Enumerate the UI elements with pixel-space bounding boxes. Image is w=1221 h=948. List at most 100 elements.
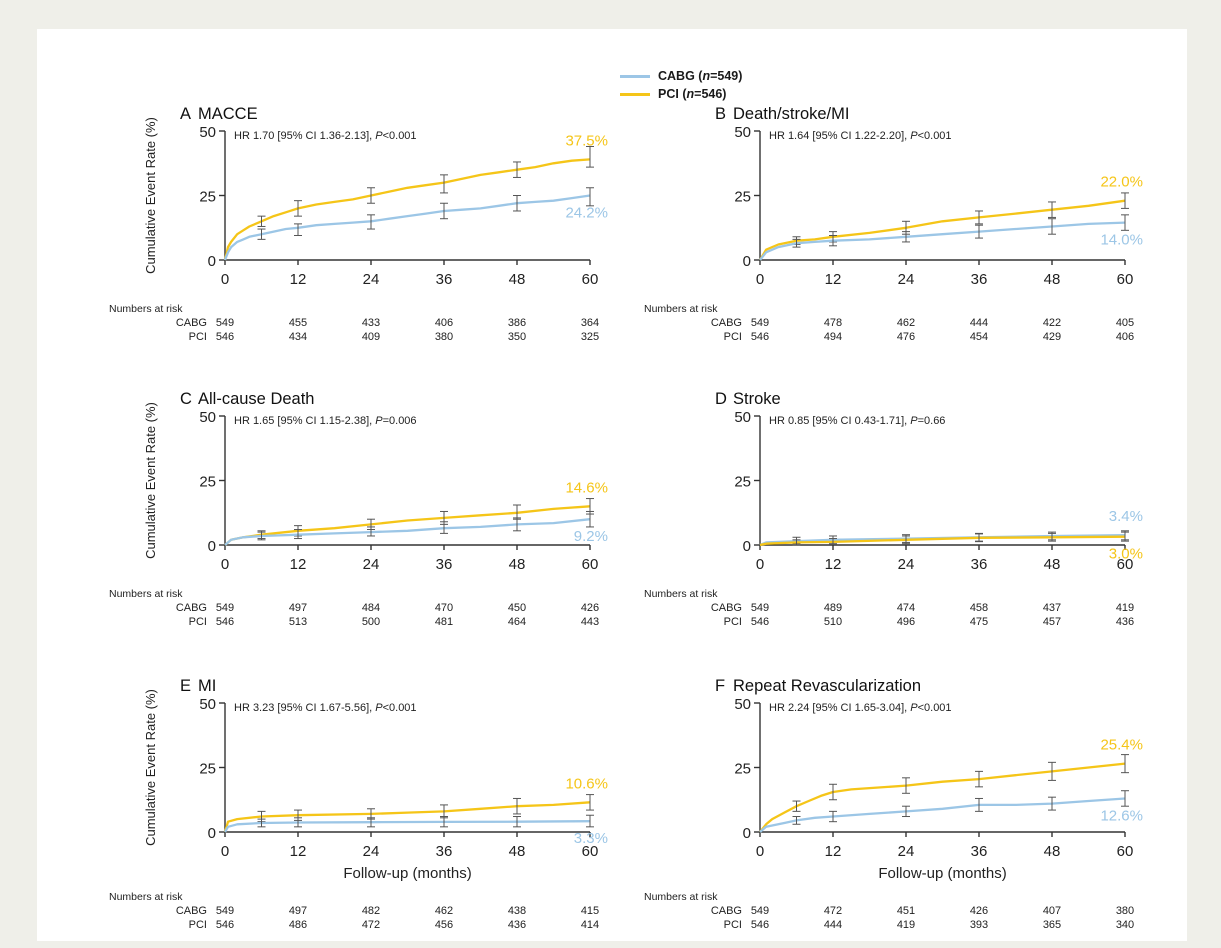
risk-value-cabg: 426 <box>970 905 988 917</box>
series-line-pci <box>759 199 1126 261</box>
x-tick-label: 12 <box>825 271 842 288</box>
y-tick-label: 25 <box>199 474 216 491</box>
y-tick-label: 0 <box>208 253 216 270</box>
x-tick-label: 24 <box>363 843 380 860</box>
series-line-pci <box>223 158 591 261</box>
panel-letter-a: A <box>180 105 191 123</box>
risk-value-pci: 406 <box>1116 331 1134 343</box>
panel-letter-e: E <box>180 677 191 695</box>
risk-value-pci: 436 <box>1116 616 1134 628</box>
legend-swatch-pci <box>620 92 650 96</box>
y-tick-label: 50 <box>199 124 216 141</box>
risk-value-pci: 414 <box>581 919 599 931</box>
risk-row-label-cabg: CABG <box>711 905 742 917</box>
end-label-pci: 10.6% <box>565 775 608 792</box>
risk-row-label-pci: PCI <box>724 616 742 628</box>
stat-annotation-b: HR 1.64 [95% CI 1.22-2.20], P<0.001 <box>769 130 952 142</box>
risk-value-pci: 546 <box>216 919 234 931</box>
y-tick-label: 50 <box>734 409 751 426</box>
risk-value-cabg: 438 <box>508 905 526 917</box>
stat-annotation-d: HR 0.85 [95% CI 0.43-1.71], P=0.66 <box>769 415 945 427</box>
x-tick-label: 36 <box>971 556 988 573</box>
end-label-cabg: 12.6% <box>1100 807 1143 824</box>
x-axis-label: Follow-up (months) <box>343 865 471 882</box>
risk-value-pci: 546 <box>216 616 234 628</box>
risk-value-pci: 393 <box>970 919 988 931</box>
legend-label-pci: PCI <box>658 87 679 101</box>
stat-annotation-c: HR 1.65 [95% CI 1.15-2.38], P=0.006 <box>234 415 417 427</box>
stat-annotation-a: HR 1.70 [95% CI 1.36-2.13], P<0.001 <box>234 130 417 142</box>
risk-table-heading: Numbers at risk <box>109 588 183 600</box>
kaplan-meier-figure: Cumulative Event Rate (%) Cumulative Even… <box>109 105 1143 931</box>
legend-swatch-cabg <box>620 74 650 78</box>
y-axis-label: Cumulative Event Rate (%) <box>143 117 158 274</box>
risk-value-pci: 464 <box>508 616 526 628</box>
risk-value-pci: 476 <box>897 331 915 343</box>
risk-row-label-pci: PCI <box>189 919 207 931</box>
risk-table-heading: Numbers at risk <box>109 891 183 903</box>
x-tick-label: 60 <box>582 271 599 288</box>
risk-value-pci: 546 <box>751 331 769 343</box>
risk-value-cabg: 455 <box>289 317 307 329</box>
series-line-cabg <box>759 534 1126 547</box>
y-tick-label: 25 <box>734 761 751 778</box>
risk-value-pci: 325 <box>581 331 599 343</box>
x-tick-label: 0 <box>221 843 229 860</box>
panel-letter-f: F <box>715 677 725 695</box>
series-line-cabg <box>759 221 1126 261</box>
legend-n-pci: 546 <box>701 87 723 101</box>
figure: CABG (n=549) PCI (n=546) Cumulative Even… <box>37 29 1187 941</box>
x-tick-label: 24 <box>363 556 380 573</box>
risk-value-cabg: 462 <box>435 905 453 917</box>
risk-value-cabg: 472 <box>824 905 842 917</box>
risk-value-cabg: 426 <box>581 602 599 614</box>
risk-value-pci: 350 <box>508 331 526 343</box>
x-tick-label: 60 <box>582 843 599 860</box>
legend-label-cabg: CABG <box>658 69 695 83</box>
x-tick-label: 36 <box>436 271 453 288</box>
x-tick-label: 0 <box>756 556 764 573</box>
risk-value-cabg: 406 <box>435 317 453 329</box>
risk-value-pci: 486 <box>289 919 307 931</box>
y-tick-label: 25 <box>734 474 751 491</box>
risk-value-pci: 457 <box>1043 616 1061 628</box>
series-line-pci <box>759 762 1126 833</box>
y-tick-label: 50 <box>734 124 751 141</box>
legend: CABG (n=549) PCI (n=546) <box>620 67 742 103</box>
end-label-cabg: 3.4% <box>1109 508 1143 525</box>
risk-value-cabg: 549 <box>751 602 769 614</box>
risk-value-cabg: 433 <box>362 317 380 329</box>
risk-value-cabg: 422 <box>1043 317 1061 329</box>
panel-title-a: MACCE <box>198 105 258 123</box>
stat-annotation-f: HR 2.24 [95% CI 1.65-3.04], P<0.001 <box>769 702 952 714</box>
x-tick-label: 12 <box>290 271 307 288</box>
y-tick-label: 25 <box>199 189 216 206</box>
risk-value-pci: 454 <box>970 331 988 343</box>
risk-value-pci: 475 <box>970 616 988 628</box>
series-line-cabg <box>759 797 1126 833</box>
risk-row-label-pci: PCI <box>724 331 742 343</box>
risk-value-cabg: 415 <box>581 905 599 917</box>
risk-value-pci: 546 <box>216 331 234 343</box>
y-tick-label: 25 <box>199 761 216 778</box>
risk-value-cabg: 549 <box>216 602 234 614</box>
panel-letter-d: D <box>715 390 727 408</box>
y-axis-label: Cumulative Event Rate (%) <box>143 689 158 846</box>
series-line-cabg <box>223 194 591 261</box>
x-tick-label: 0 <box>756 271 764 288</box>
y-tick-label: 50 <box>199 409 216 426</box>
risk-value-pci: 365 <box>1043 919 1061 931</box>
legend-item-cabg: CABG (n=549) <box>620 67 742 85</box>
x-tick-label: 24 <box>898 271 915 288</box>
series-line-pci <box>759 535 1126 547</box>
risk-value-pci: 434 <box>289 331 307 343</box>
risk-value-cabg: 451 <box>897 905 915 917</box>
series-line-cabg <box>224 820 591 833</box>
risk-table-heading: Numbers at risk <box>109 303 183 315</box>
x-tick-label: 24 <box>898 843 915 860</box>
x-tick-label: 12 <box>290 843 307 860</box>
y-tick-label: 0 <box>743 538 751 555</box>
risk-value-cabg: 462 <box>897 317 915 329</box>
risk-value-pci: 419 <box>897 919 915 931</box>
end-label-cabg: 9.2% <box>574 528 608 545</box>
